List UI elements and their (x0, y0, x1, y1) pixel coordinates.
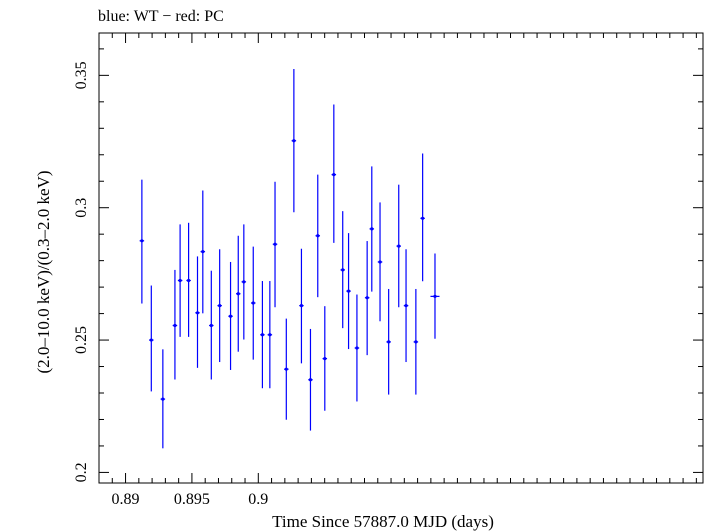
data-point (291, 69, 297, 213)
point-marker (323, 356, 327, 361)
point-marker (332, 173, 336, 177)
data-point (200, 190, 206, 314)
point-marker (414, 340, 418, 344)
y-axis-label: (2.0–10.0 keV)/(0.3–2.0 keV) (34, 170, 53, 373)
y-axis: 0.2 0.25 0.3 0.35 (73, 48, 703, 482)
point-marker (260, 333, 265, 337)
point-marker (140, 239, 144, 243)
data-point (172, 269, 178, 380)
point-marker (355, 346, 359, 350)
point-marker (421, 216, 425, 220)
point-marker (346, 289, 351, 293)
y-tick-label: 0.2 (73, 462, 90, 482)
data-point (149, 285, 154, 392)
data-point (177, 224, 183, 337)
data-point (209, 270, 214, 380)
point-marker (316, 234, 320, 238)
point-marker (218, 304, 222, 308)
data-point (160, 349, 166, 449)
point-marker (273, 242, 277, 246)
data-point (139, 179, 145, 304)
point-marker (299, 304, 304, 308)
y-tick-label: 0.35 (73, 61, 90, 89)
data-series (139, 69, 440, 449)
point-marker (292, 139, 296, 143)
point-marker (378, 260, 382, 264)
point-marker (187, 278, 191, 283)
point-marker (397, 244, 401, 248)
data-point (413, 288, 419, 395)
data-point (369, 166, 375, 292)
data-point (260, 281, 265, 389)
data-point (267, 281, 273, 389)
y-tick-label: 0.3 (73, 198, 90, 218)
point-marker (242, 280, 246, 284)
data-point (308, 328, 313, 431)
data-point (377, 202, 383, 322)
data-point (186, 222, 191, 337)
point-marker (404, 304, 408, 308)
data-point (235, 235, 241, 352)
data-point (228, 261, 233, 370)
data-point (217, 249, 222, 363)
point-marker (209, 323, 213, 328)
point-marker (228, 314, 233, 318)
y-tick-label: 0.25 (73, 326, 90, 354)
data-point (272, 181, 278, 308)
data-point (386, 288, 391, 395)
data-point (241, 224, 247, 340)
point-marker (387, 340, 391, 344)
data-point (250, 246, 256, 360)
data-point (430, 253, 440, 339)
point-marker (365, 296, 369, 300)
plot-frame (98, 32, 704, 484)
point-marker (161, 397, 165, 401)
point-marker (195, 311, 200, 315)
data-point (346, 233, 351, 350)
data-point (315, 174, 321, 298)
data-point (403, 249, 409, 363)
data-point (396, 184, 401, 308)
x-tick-label: 0.895 (174, 491, 210, 508)
data-point (299, 248, 304, 364)
x-tick-label: 0.89 (112, 491, 140, 508)
point-marker (433, 294, 437, 298)
chart-title: blue: WT − red: PC (98, 8, 224, 25)
point-marker (149, 338, 153, 342)
point-marker (370, 227, 374, 231)
point-marker (284, 367, 288, 371)
point-marker (341, 268, 345, 272)
x-axis: 0.89 0.895 0.9 (98, 33, 697, 508)
point-marker (268, 333, 272, 337)
data-point (354, 294, 360, 402)
x-axis-label: Time Since 57887.0 MJD (days) (272, 512, 494, 531)
point-marker (201, 250, 205, 254)
point-marker (178, 278, 182, 283)
data-point (322, 306, 328, 411)
data-point (364, 241, 370, 356)
data-point (331, 104, 337, 243)
data-point (284, 318, 289, 420)
data-point (195, 256, 200, 368)
point-marker (308, 378, 313, 382)
data-point (340, 211, 345, 329)
x-tick-label: 0.9 (248, 491, 268, 508)
point-marker (236, 292, 240, 296)
data-point (420, 153, 425, 282)
point-marker (251, 301, 255, 305)
point-marker (173, 323, 177, 328)
